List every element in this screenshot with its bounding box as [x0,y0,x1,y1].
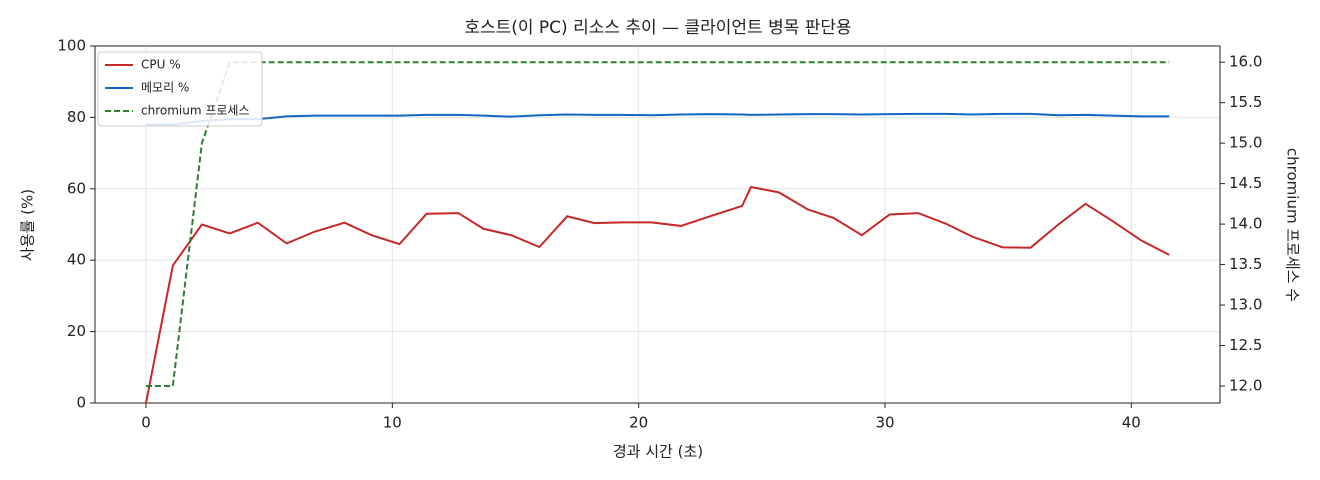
y-tick-label: 40 [67,251,86,269]
x-tick-label: 0 [141,414,151,432]
legend-label: CPU % [141,58,181,72]
y-tick-label: 0 [76,394,86,412]
y-tick-label: 100 [57,37,86,55]
x-tick-label: 30 [875,414,894,432]
y2-tick-label: 12.0 [1229,377,1262,395]
series-line [145,61,1170,387]
y-tick-label: 20 [67,322,86,340]
x-tick-label: 10 [383,414,402,432]
y-axis-label: 사용률 (%) [19,189,37,261]
x-tick-label: 40 [1122,414,1141,432]
series-line [145,112,1170,126]
y2-tick-label: 16.0 [1229,53,1262,71]
x-axis-label: 경과 시간 (초) [613,443,703,461]
legend-label: chromium 프로세스 [141,104,250,118]
y2-tick-label: 14.5 [1229,174,1262,192]
y-tick-label: 80 [67,108,86,126]
y-tick-label: 60 [67,179,86,197]
x-tick-label: 20 [629,414,648,432]
y2-tick-label: 15.0 [1229,134,1262,152]
y2-tick-label: 13.0 [1229,296,1262,314]
legend-label: 메모리 % [141,81,189,95]
series-line [145,185,1170,404]
y2-tick-label: 12.5 [1229,336,1262,354]
y2-tick-label: 14.0 [1229,215,1262,233]
plot-frame [94,45,1221,404]
y2-tick-label: 15.5 [1229,93,1262,111]
legend-box [97,51,263,127]
y2-axis-label: chromium 프로세스 수 [1284,148,1302,302]
chart-title: 호스트(이 PC) 리소스 추이 — 클라이언트 병목 판단용 [464,18,851,38]
y2-tick-label: 13.5 [1229,255,1262,273]
